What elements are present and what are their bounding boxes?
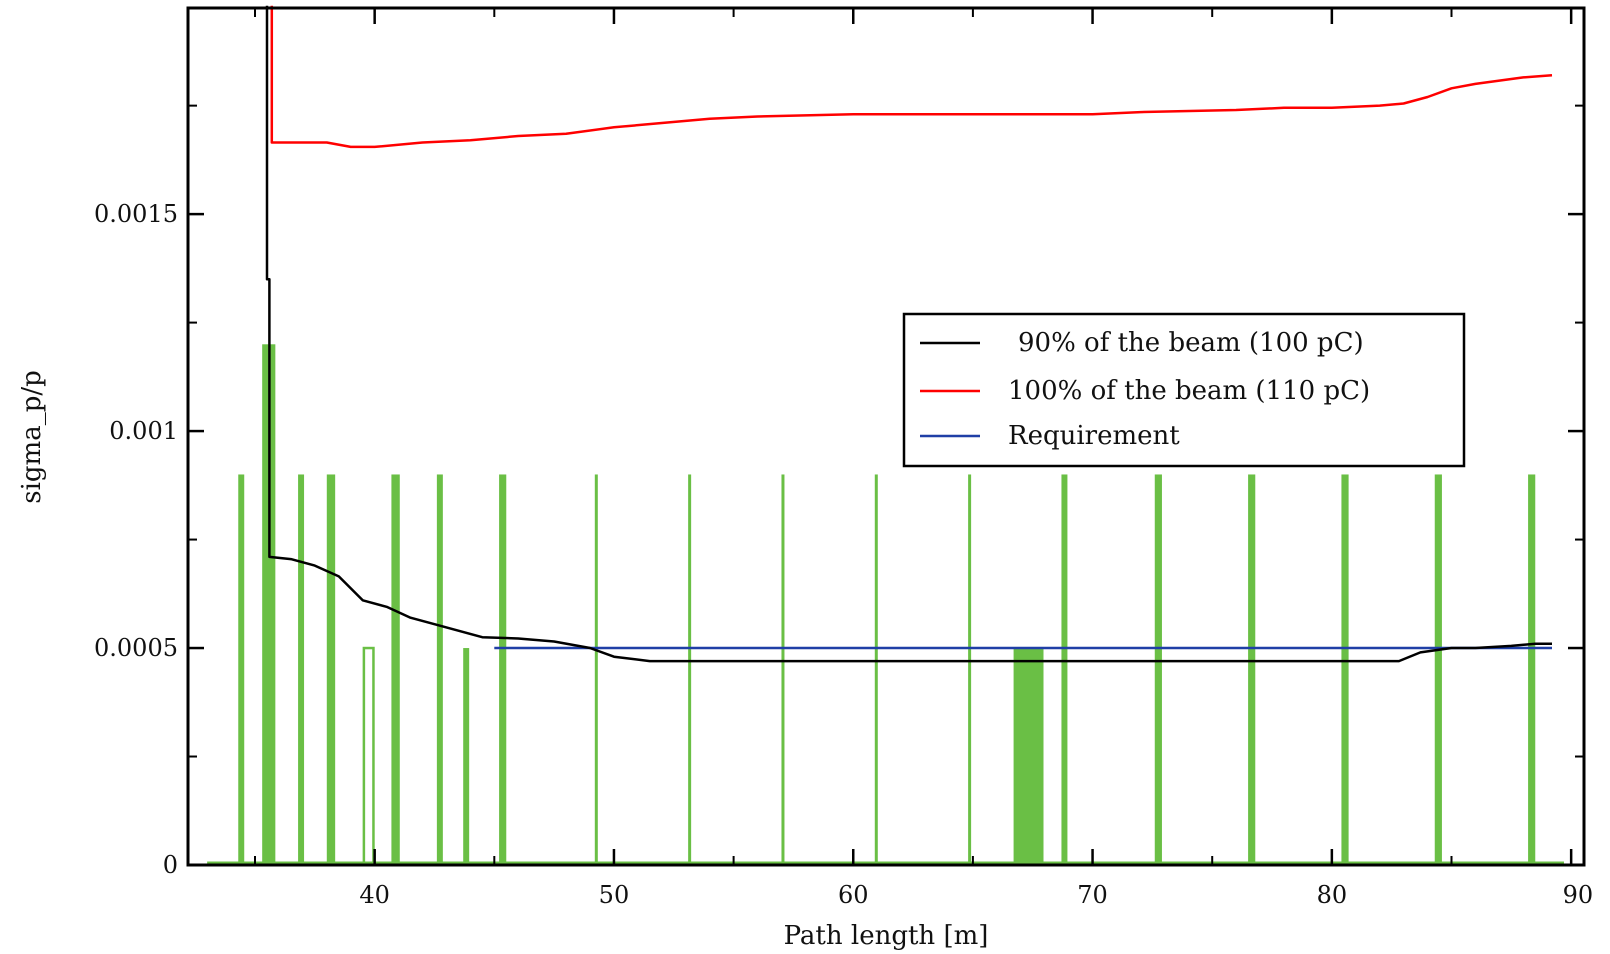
- element-bar: [1061, 474, 1068, 865]
- element-bar: [238, 474, 245, 865]
- series-line-1: [265, 5, 1552, 663]
- x-tick-label: 60: [838, 881, 869, 909]
- x-tick-label: 40: [359, 881, 390, 909]
- element-bar: [436, 474, 443, 865]
- element-bar: [463, 648, 470, 865]
- x-axis-title: Path length [m]: [784, 921, 989, 951]
- element-bars: [207, 344, 1564, 867]
- legend-label-series-1: 90% of the beam (100 pC): [1018, 328, 1364, 358]
- element-bar: [1248, 474, 1256, 865]
- element-bar: [1341, 474, 1349, 865]
- legend-box: [902, 312, 1466, 468]
- tick-labels: 40 50 60 70 80 90 0 0.0005 0.001 0.0015: [94, 200, 1593, 909]
- x-tick-label: 90: [1563, 881, 1594, 909]
- y-axis-title: sigma_p/p: [17, 370, 47, 504]
- axis-ticks: [188, 8, 1584, 867]
- plot-frame: [186, 6, 1586, 867]
- element-bar: [1154, 474, 1162, 865]
- series-lines: [265, 5, 1553, 663]
- x-tick-label: 70: [1077, 881, 1108, 909]
- element-bar: [594, 474, 598, 865]
- element-bar: [262, 344, 276, 865]
- y-tick-label: 0.0005: [94, 634, 178, 662]
- series-line-2: [270, 5, 1553, 149]
- element-bar: [1528, 474, 1536, 865]
- legend-label-series-2: 100% of the beam (110 pC): [1008, 376, 1370, 406]
- x-tick-label: 50: [599, 881, 630, 909]
- y-tick-label: 0.001: [109, 417, 178, 445]
- element-bar: [688, 474, 692, 865]
- element-bar: [874, 474, 878, 865]
- x-tick-label: 80: [1317, 881, 1348, 909]
- y-tick-label: 0.0015: [94, 200, 178, 228]
- element-bar: [968, 474, 972, 865]
- element-bar: [1013, 648, 1044, 865]
- legend: 90% of the beam (100 pC) 100% of the bea…: [902, 312, 1466, 468]
- element-bar: [326, 474, 336, 865]
- element-bar: [298, 474, 305, 865]
- y-tick-label: 0: [163, 851, 178, 879]
- element-bar: [499, 474, 507, 865]
- element-bar: [1434, 474, 1442, 865]
- element-bar: [781, 474, 785, 865]
- element-bar: [391, 474, 400, 865]
- legend-label-series-3: Requirement: [1008, 421, 1180, 451]
